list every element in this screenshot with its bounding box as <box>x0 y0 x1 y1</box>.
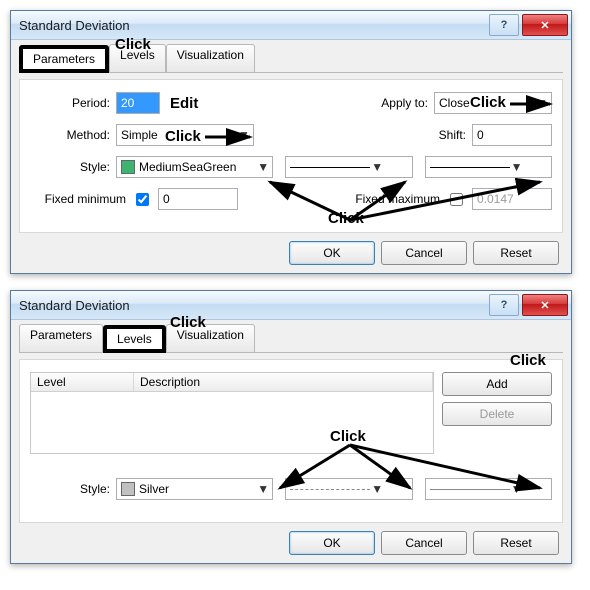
ok-button[interactable]: OK <box>289 241 375 265</box>
style-label: Style: <box>30 482 110 496</box>
tab-visualization[interactable]: Visualization <box>166 44 255 72</box>
style-line-dropdown[interactable]: ▼ <box>285 156 412 178</box>
col-description: Description <box>134 373 433 391</box>
shift-input[interactable] <box>472 124 552 146</box>
shift-label: Shift: <box>426 128 466 142</box>
tab-parameters[interactable]: Parameters <box>19 324 103 352</box>
close-button[interactable]: ✕ <box>522 294 568 316</box>
help-button[interactable]: ? <box>489 294 519 316</box>
add-button[interactable]: Add <box>442 372 552 396</box>
cancel-button[interactable]: Cancel <box>381 241 467 265</box>
fixedmin-checkbox[interactable] <box>136 193 149 206</box>
fixedmax-checkbox[interactable] <box>450 193 463 206</box>
style-color-dropdown[interactable]: Silver▼ <box>116 478 273 500</box>
help-button[interactable]: ? <box>489 14 519 36</box>
fixedmin-label: Fixed minimum <box>30 192 126 206</box>
style-line-dropdown[interactable]: ▼ <box>285 478 412 500</box>
applyto-dropdown[interactable]: Close▼ <box>434 92 552 114</box>
style-color-dropdown[interactable]: MediumSeaGreen▼ <box>116 156 273 178</box>
style-width-dropdown[interactable]: ▼ <box>425 478 552 500</box>
titlebar: Standard Deviation ? ✕ <box>11 11 571 40</box>
period-label: Period: <box>30 96 110 110</box>
method-dropdown[interactable]: Simple▼ <box>116 124 254 146</box>
dialog-parameters: Standard Deviation ? ✕ Parameters Colors… <box>10 10 572 274</box>
reset-button[interactable]: Reset <box>473 531 559 555</box>
reset-button[interactable]: Reset <box>473 241 559 265</box>
period-input[interactable] <box>116 92 160 114</box>
style-width-dropdown[interactable]: ▼ <box>425 156 552 178</box>
tab-levels[interactable]: Levels <box>109 44 166 72</box>
dialog-title: Standard Deviation <box>19 18 489 33</box>
tab-strip: Parameters Colors Levels Visualization <box>19 44 563 73</box>
style-color-swatch <box>121 482 135 496</box>
titlebar: Standard Deviation ? ✕ <box>11 291 571 320</box>
style-label: Style: <box>30 160 110 174</box>
cancel-button[interactable]: Cancel <box>381 531 467 555</box>
method-label: Method: <box>30 128 110 142</box>
fixedmax-label: Fixed maximum <box>355 192 440 206</box>
dialog-title: Standard Deviation <box>19 298 489 313</box>
tab-parameters[interactable]: Parameters <box>19 45 109 73</box>
close-button[interactable]: ✕ <box>522 14 568 36</box>
annot-edit: Edit <box>170 95 198 112</box>
tab-levels[interactable]: Levels <box>103 325 166 353</box>
delete-button[interactable]: Delete <box>442 402 552 426</box>
col-level: Level <box>31 373 134 391</box>
ok-button[interactable]: OK <box>289 531 375 555</box>
levels-table[interactable]: Level Description <box>30 372 434 454</box>
fixedmin-input[interactable] <box>158 188 238 210</box>
applyto-label: Apply to: <box>368 96 428 110</box>
dialog-levels: Standard Deviation ? ✕ Parameters Levels… <box>10 290 572 564</box>
style-color-swatch <box>121 160 135 174</box>
fixedmax-input[interactable] <box>472 188 552 210</box>
tab-visualization[interactable]: Visualization <box>166 324 255 352</box>
tab-strip: Parameters Levels Visualization <box>19 324 563 353</box>
